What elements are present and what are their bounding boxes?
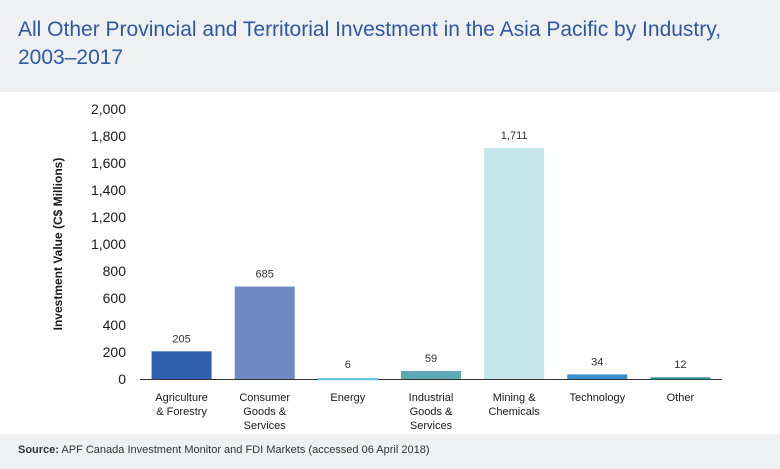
y-tick-label: 0 xyxy=(118,371,126,387)
bar xyxy=(650,377,711,380)
category-label-line: Mining & xyxy=(493,392,536,404)
category-label: Consumer Goods & Services xyxy=(239,392,290,432)
y-tick-label: 2,000 xyxy=(91,101,126,117)
chart-title: All Other Provincial and Territorial Inv… xyxy=(18,18,722,69)
header-band: All Other Provincial and Territorial Inv… xyxy=(0,0,780,92)
bar xyxy=(317,378,378,381)
bar xyxy=(151,351,212,379)
category-label-line: Industrial xyxy=(409,392,454,404)
bar xyxy=(484,148,545,379)
category-label-line: Consumer xyxy=(239,392,290,404)
category-label: Mining & Chemicals xyxy=(488,392,540,418)
data-label: 12 xyxy=(674,359,686,371)
bar xyxy=(401,371,461,379)
y-tick-label: 1,000 xyxy=(91,236,126,252)
y-tick-label: 800 xyxy=(103,263,127,279)
data-labels: 205 685 6 59 1,711 34 12 xyxy=(172,130,686,371)
source-text: APF Canada Investment Monitor and FDI Ma… xyxy=(58,444,430,456)
data-label: 34 xyxy=(591,356,603,368)
category-label: Energy xyxy=(330,392,365,404)
footer-band: Source: APF Canada Investment Monitor an… xyxy=(0,434,780,469)
y-tick-label: 1,800 xyxy=(91,128,126,144)
y-tick-label: 400 xyxy=(103,317,127,333)
bar-chart: 0 200 400 600 800 1,000 1,200 1,400 1,600 1,800 2,… xyxy=(51,101,722,432)
y-axis-label: Investment Value (C$ Millions) xyxy=(51,158,65,331)
category-label: Agriculture & Forestry xyxy=(155,392,208,418)
category-label: Industrial Goods & Services xyxy=(409,392,454,432)
category-label-line: & Forestry xyxy=(156,406,207,418)
y-tick-label: 200 xyxy=(103,344,127,360)
category-label-line: Agriculture xyxy=(155,392,208,404)
data-label: 1,711 xyxy=(501,130,528,142)
bar xyxy=(567,374,628,379)
y-tick-label: 600 xyxy=(103,290,127,306)
category-label: Other xyxy=(667,392,695,404)
category-label-line: Other xyxy=(667,392,695,404)
category-label-line: Goods & xyxy=(243,406,286,418)
category-label-line: Services xyxy=(244,420,287,432)
bar xyxy=(234,286,295,379)
data-label: 205 xyxy=(172,333,190,345)
category-label-line: Energy xyxy=(330,392,365,404)
source-note: Source: APF Canada Investment Monitor an… xyxy=(18,444,429,456)
chart-area: 0 200 400 600 800 1,000 1,200 1,400 1,600 1,800 2,… xyxy=(0,92,780,434)
y-tick-label: 1,200 xyxy=(91,209,126,225)
data-label: 6 xyxy=(345,359,351,371)
y-tick-label: 1,400 xyxy=(91,182,126,198)
category-labels: Agriculture & Forestry Consumer Goods & Serv… xyxy=(155,392,694,432)
y-axis-ticks: 0 200 400 600 800 1,000 1,200 1,400 1,600 1,800 2,… xyxy=(91,101,126,387)
source-label: Source: xyxy=(18,444,59,456)
category-label: Technology xyxy=(569,392,625,404)
bars xyxy=(151,148,711,381)
data-label: 685 xyxy=(256,269,274,281)
y-tick-label: 1,600 xyxy=(91,155,126,171)
category-label-line: Goods & xyxy=(410,406,453,418)
category-label-line: Services xyxy=(410,420,453,432)
category-label-line: Chemicals xyxy=(488,406,540,418)
data-label: 59 xyxy=(425,353,437,365)
category-label-line: Technology xyxy=(569,392,625,404)
